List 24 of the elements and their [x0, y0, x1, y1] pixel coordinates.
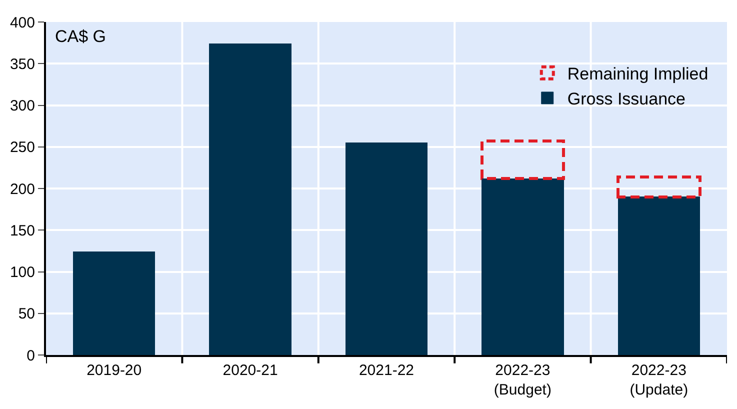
x-tick-label: 2022-23 (Update): [630, 362, 688, 398]
x-tick-label: 2020-21: [222, 362, 278, 379]
annotation: CA$ G: [55, 27, 106, 46]
x-tick-label: 2019-20: [86, 362, 142, 379]
bar: [345, 142, 428, 355]
y-tick-label: 300: [10, 98, 35, 114]
bar: [618, 196, 700, 355]
legend-label: Gross Issuance: [567, 90, 686, 109]
y-tick-label: 150: [10, 222, 35, 240]
y-tick-label: 0: [26, 347, 35, 364]
bar: [482, 178, 564, 355]
bar: [616, 175, 702, 198]
legend-label: Remaining Implied: [567, 64, 708, 84]
x-tick-label: 2021-22: [358, 362, 414, 379]
y-tick-label: 400: [10, 14, 35, 32]
bar: [209, 43, 292, 355]
y-tick-label: 50: [18, 306, 35, 323]
y-tick-label: 350: [10, 56, 35, 73]
y-tick-label: 100: [10, 264, 35, 281]
y-tick-label: 250: [10, 139, 35, 156]
y-tick-label: 200: [10, 180, 35, 198]
x-tick-label: 2022-23 (Budget): [494, 362, 552, 398]
bar: [72, 252, 156, 355]
bar: [480, 140, 566, 180]
